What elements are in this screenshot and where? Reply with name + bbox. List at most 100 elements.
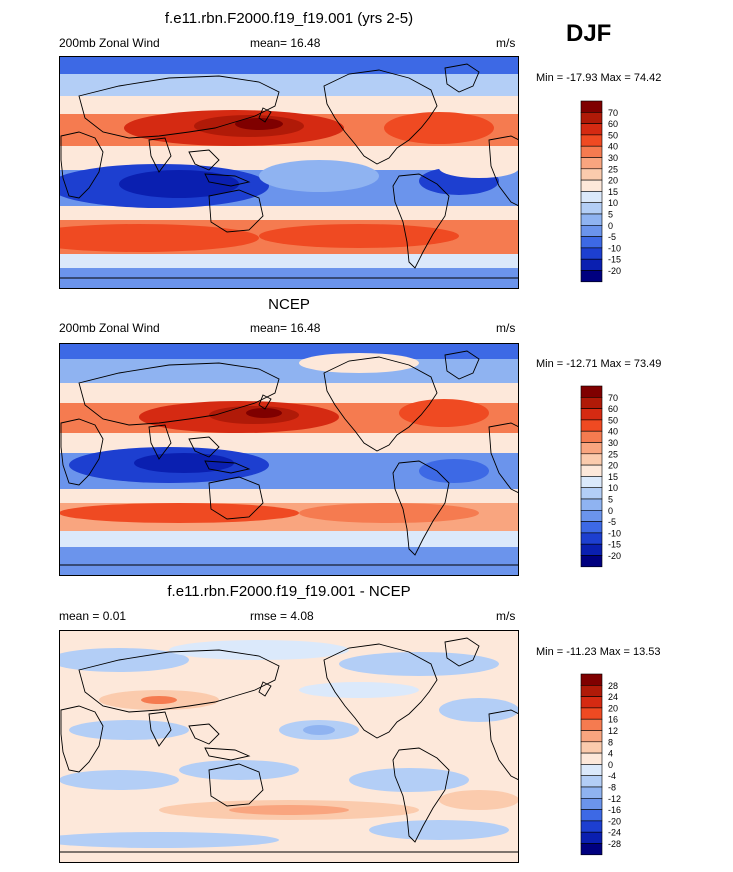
panel-3-rmse: rmse = 4.08 [250,609,314,623]
colorbar-box [580,543,603,556]
colorbar-label: -10 [608,528,621,538]
colorbar-label: 12 [608,726,618,736]
colorbar-label: -12 [608,794,621,804]
panel-1-minmax: Min = -17.93 Max = 74.42 [536,72,662,84]
colorbar-label: 50 [608,415,618,425]
colorbar-label: -4 [608,771,616,781]
colorbar-box [580,786,603,799]
colorbar-box [580,510,603,522]
panel-3-units: m/s [496,609,516,623]
colorbar-label: 60 [608,119,618,129]
colorbar-box [580,213,603,226]
colorbar-label: 25 [608,164,618,174]
colorbar-box [580,809,603,822]
colorbar-label: 16 [608,715,618,725]
panel-2-mean: mean= 16.48 [250,321,321,335]
colorbar-box [580,258,603,271]
colorbar-box [580,236,603,249]
colorbar-label: 20 [608,461,618,471]
colorbar-label: 28 [608,681,618,691]
colorbar-label: -5 [608,232,616,242]
colorbar-box [580,179,603,192]
colorbar-box [580,123,603,136]
colorbar-box [580,191,603,204]
panel-2-minmax: Min = -12.71 Max = 73.49 [536,358,662,370]
panel-3-title: f.e11.rbn.F2000.f19_f19.001 - NCEP [167,583,411,600]
colorbar-box [580,730,603,743]
colorbar-box [580,798,603,810]
panel-3-map [59,630,519,863]
colorbar-label: 5 [608,495,613,505]
panel-1-left-label: 200mb Zonal Wind [59,36,160,50]
colorbar-label: -10 [608,243,621,253]
colorbar-label: 70 [608,108,618,118]
colorbar-box [580,145,603,158]
colorbar-label: -24 [608,828,621,838]
colorbar-box [580,270,603,283]
colorbar-label: 70 [608,393,618,403]
panel-2-left-label: 200mb Zonal Wind [59,321,160,335]
panel-2-title: NCEP [268,296,310,313]
colorbar-box [580,168,603,181]
colorbar-box [580,202,603,215]
panel-2-map [59,343,519,576]
colorbar-label: 0 [608,760,613,770]
colorbar-box [580,820,603,833]
colorbar-label: -20 [608,551,621,561]
panel-2-units: m/s [496,321,516,335]
colorbar-label: -15 [608,540,621,550]
colorbar-box [580,225,603,237]
season-label: DJF [566,20,612,47]
colorbar-box [580,532,603,545]
colorbar-box [580,555,603,568]
colorbar-label: -28 [608,839,621,849]
colorbar-label: 24 [608,692,618,702]
colorbar-label: 20 [608,703,618,713]
colorbar-label: 10 [608,483,618,493]
colorbar-label: 40 [608,142,618,152]
colorbar-box [580,385,603,398]
colorbar-label: 0 [608,221,613,231]
colorbar-label: 15 [608,187,618,197]
colorbar-label: 10 [608,198,618,208]
panel-1-mean: mean= 16.48 [250,36,321,50]
colorbar-label: -20 [608,816,621,826]
colorbar-box [580,696,603,709]
colorbar-label: 60 [608,404,618,414]
colorbar-box [580,741,603,754]
panel-1-map [59,56,519,289]
colorbar-box [580,498,603,511]
colorbar-label: -8 [608,783,616,793]
colorbar-label: 20 [608,176,618,186]
colorbar-label: -15 [608,255,621,265]
colorbar-label: 0 [608,506,613,516]
colorbar-label: 25 [608,449,618,459]
colorbar-box [580,843,603,856]
panel-1-units: m/s [496,36,516,50]
colorbar-label: 5 [608,210,613,220]
colorbar-box [580,464,603,477]
colorbar-box [580,831,603,844]
colorbar-label: 30 [608,438,618,448]
colorbar-label: 8 [608,737,613,747]
colorbar-label: 15 [608,472,618,482]
panel-1-title: f.e11.rbn.F2000.f19_f19.001 (yrs 2-5) [164,10,414,27]
colorbar-label: -5 [608,517,616,527]
colorbar-box [580,430,603,443]
colorbar-box [580,764,603,777]
colorbar-box [580,442,603,455]
colorbar-box [580,718,603,731]
colorbar-box [580,521,603,534]
colorbar-box [580,157,603,170]
colorbar-box [580,112,603,124]
colorbar-box [580,397,603,409]
colorbar-box [580,707,603,720]
colorbar-box [580,419,603,432]
colorbar-box [580,775,603,788]
colorbar-box [580,247,603,260]
colorbar-box [580,408,603,421]
colorbar-box [580,752,603,765]
